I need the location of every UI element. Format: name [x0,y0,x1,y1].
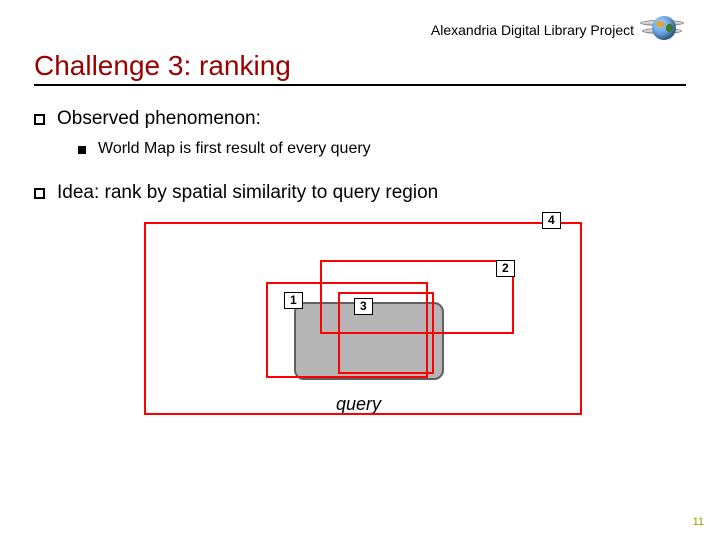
bullet-text: Idea: rank by spatial similarity to quer… [57,182,438,204]
slide-title: Challenge 3: ranking [34,50,686,86]
result-label-1: 1 [284,292,303,309]
bullet-text: Observed phenomenon: [57,108,261,130]
bullet-worldmap: World Map is first result of every query [78,140,686,158]
header: Alexandria Digital Library Project [34,18,686,46]
bullet-square-icon [34,114,45,125]
result-box-3 [338,292,434,374]
page-number: 11 [693,516,704,528]
spatial-diagram: query 4213 [144,222,584,452]
bullet-observed: Observed phenomenon: [34,108,686,130]
result-label-2: 2 [496,260,515,277]
result-label-3: 3 [354,298,373,315]
globe-logo-icon [638,14,686,52]
bullet-idea: Idea: rank by spatial similarity to quer… [34,182,686,204]
project-title: Alexandria Digital Library Project [431,22,634,38]
bullet-filled-square-icon [78,146,86,154]
result-label-4: 4 [542,212,561,229]
bullet-text: World Map is first result of every query [98,140,371,158]
slide: { "header": { "project": "Alexandria Dig… [0,0,720,540]
bullet-list: Observed phenomenon: World Map is first … [34,108,686,204]
bullet-square-icon [34,188,45,199]
